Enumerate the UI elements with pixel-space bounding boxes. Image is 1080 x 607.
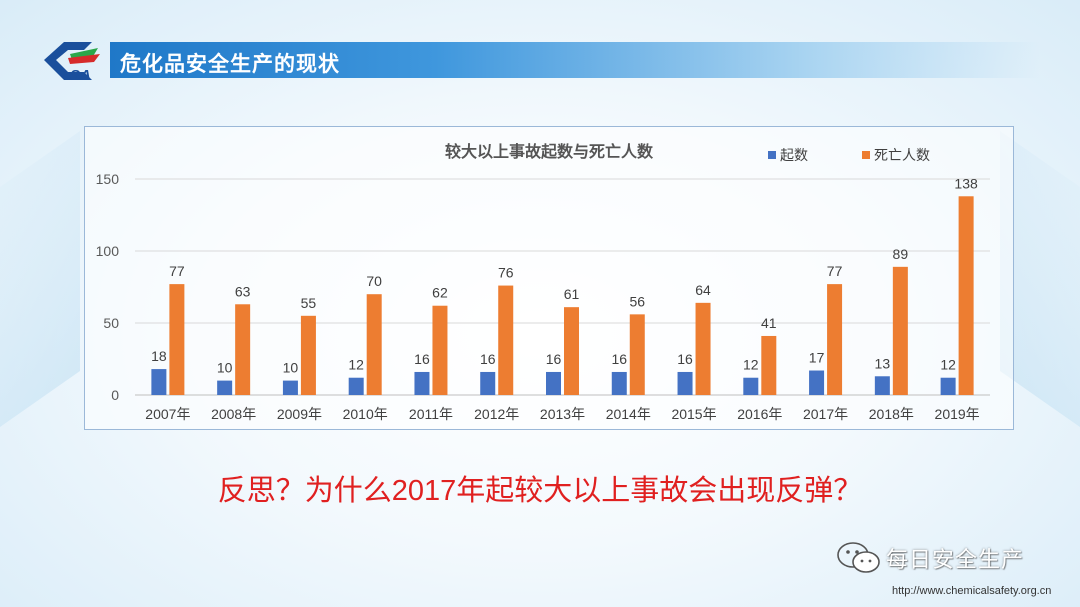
y-tick-label: 50 xyxy=(103,315,119,331)
y-tick-label: 100 xyxy=(96,243,120,259)
logo-text: SA xyxy=(70,67,91,84)
chart-labels: 0 50 100 150 2007年 18 77 2008年 10 63 2009年 10 55 2010… xyxy=(96,171,980,422)
bar-count xyxy=(743,377,759,395)
watermark-text: 每日安全生产 xyxy=(886,547,1025,572)
bar-deaths xyxy=(498,285,514,395)
bar-count xyxy=(151,369,167,395)
x-tick-label: 2010年 xyxy=(343,406,388,422)
bar-deaths xyxy=(432,305,448,395)
data-label: 12 xyxy=(743,357,759,373)
data-label: 12 xyxy=(348,357,364,373)
x-tick-label: 2016年 xyxy=(737,406,782,422)
chart-bars xyxy=(151,196,974,395)
bar-count xyxy=(809,370,825,395)
bar-count xyxy=(348,377,364,395)
bar-deaths xyxy=(958,196,974,395)
x-tick-label: 2011年 xyxy=(409,406,453,422)
data-label: 77 xyxy=(827,263,843,279)
data-label: 17 xyxy=(809,350,825,366)
wechat-watermark: 每日安全生产 xyxy=(836,538,1066,578)
data-label: 77 xyxy=(169,263,185,279)
x-tick-label: 2018年 xyxy=(869,406,914,422)
chart-legend: 起数 死亡人数 xyxy=(768,147,930,163)
x-tick-label: 2017年 xyxy=(803,406,848,422)
data-label: 70 xyxy=(366,273,382,289)
chart-frame: 0 50 100 150 2007年 18 77 2008年 10 63 2009年 10 55 2010… xyxy=(84,126,1014,430)
bar-count xyxy=(874,376,890,395)
legend-swatch xyxy=(768,151,776,159)
bar-count xyxy=(677,371,693,395)
x-tick-label: 2008年 xyxy=(211,406,256,422)
bar-deaths xyxy=(366,294,382,395)
x-tick-label: 2015年 xyxy=(671,406,716,422)
data-label: 10 xyxy=(217,360,233,376)
chart-gridlines xyxy=(135,178,990,396)
title-bar: 危化品安全生产的现状 xyxy=(110,42,1040,78)
bar-chart: 0 50 100 150 2007年 18 77 2008年 10 63 2009年 10 55 2010… xyxy=(96,142,990,422)
data-label: 62 xyxy=(432,285,448,301)
bar-deaths xyxy=(827,284,843,395)
bar-deaths xyxy=(564,307,579,395)
x-tick-label: 2013年 xyxy=(540,406,585,422)
x-tick-label: 2007年 xyxy=(145,406,190,422)
bar-deaths xyxy=(235,304,251,395)
wechat-icon xyxy=(837,542,880,573)
data-label: 61 xyxy=(564,286,580,302)
data-label: 64 xyxy=(695,282,711,298)
bar-deaths xyxy=(300,315,316,395)
y-tick-label: 150 xyxy=(96,171,120,187)
bar-count xyxy=(414,371,430,395)
reflection-question: 反思？为什么2017年起较大以上事故会出现反弹？ xyxy=(217,475,863,507)
x-tick-label: 2009年 xyxy=(277,406,322,422)
bar-deaths xyxy=(892,266,908,395)
data-label: 12 xyxy=(940,357,956,373)
chart-title: 较大以上事故起数与死亡人数 xyxy=(445,142,654,161)
background-decoration-left xyxy=(0,130,80,470)
bar-count xyxy=(940,377,956,395)
data-label: 76 xyxy=(498,265,514,281)
y-tick-label: 0 xyxy=(111,387,119,403)
data-label: 89 xyxy=(893,246,909,262)
bar-deaths xyxy=(695,302,711,395)
bar-deaths xyxy=(169,284,185,395)
csa-logo: SA xyxy=(44,42,100,84)
bar-count xyxy=(546,371,561,395)
data-label: 16 xyxy=(414,351,430,367)
data-label: 63 xyxy=(235,283,251,299)
data-label: 16 xyxy=(677,351,693,367)
bar-deaths xyxy=(761,335,777,395)
data-label: 41 xyxy=(761,315,777,331)
data-label: 16 xyxy=(546,351,562,367)
bar-deaths xyxy=(629,314,645,395)
data-label: 13 xyxy=(875,355,891,371)
bar-count xyxy=(480,371,496,395)
x-tick-label: 2014年 xyxy=(606,406,651,422)
legend-swatch xyxy=(862,151,870,159)
x-tick-label: 2012年 xyxy=(474,406,519,422)
x-tick-label: 2019年 xyxy=(935,406,980,422)
legend-label: 起数 xyxy=(780,147,808,163)
bar-count xyxy=(611,371,627,395)
data-label: 138 xyxy=(954,175,978,191)
data-label: 16 xyxy=(611,351,627,367)
website-url: http://www.chemicalsafety.org.cn xyxy=(892,585,1052,597)
data-label: 55 xyxy=(301,295,317,311)
data-label: 10 xyxy=(283,360,299,376)
bar-count xyxy=(282,380,298,395)
data-label: 18 xyxy=(151,348,167,364)
bar-count xyxy=(217,380,233,395)
page-title: 危化品安全生产的现状 xyxy=(120,53,340,76)
data-label: 56 xyxy=(629,293,645,309)
legend-label: 死亡人数 xyxy=(874,147,930,163)
data-label: 16 xyxy=(480,351,496,367)
